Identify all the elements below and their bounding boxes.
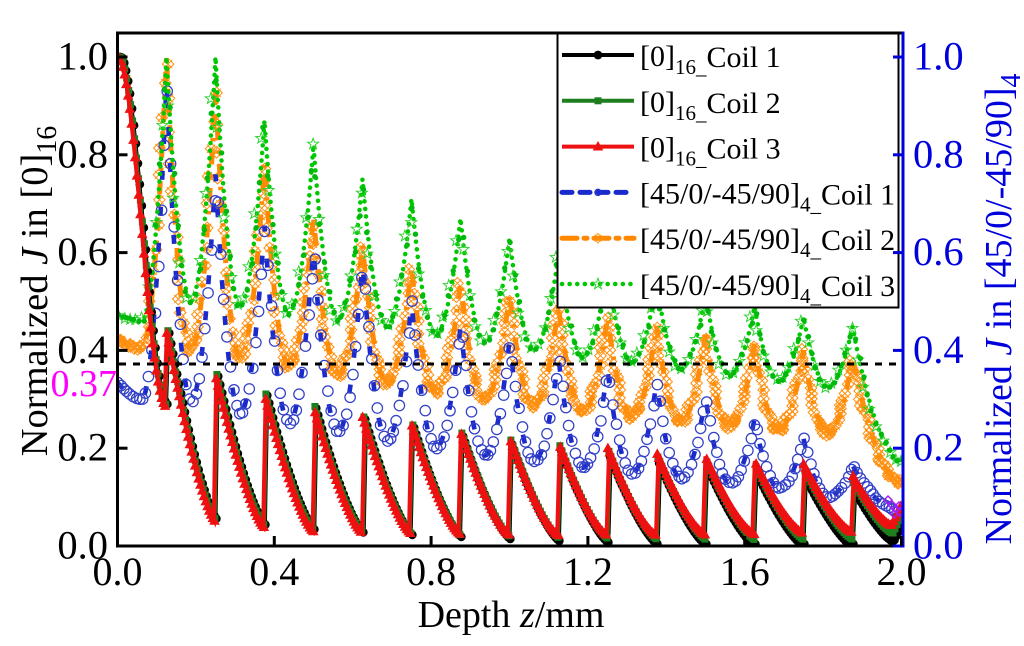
svg-text:0.8: 0.8 [913, 131, 964, 176]
svg-text:1.0: 1.0 [913, 34, 964, 79]
svg-text:0.8: 0.8 [57, 131, 108, 176]
svg-text:0.4: 0.4 [249, 549, 299, 594]
svg-text:[0]16_Coil 1: [0]16_Coil 1 [640, 40, 781, 79]
svg-text:0.0: 0.0 [913, 523, 964, 568]
svg-text:1.0: 1.0 [57, 34, 108, 79]
svg-text:0.4: 0.4 [913, 327, 964, 372]
svg-text:1.2: 1.2 [563, 549, 613, 594]
svg-text:1.6: 1.6 [720, 549, 770, 594]
svg-text:0.0: 0.0 [93, 549, 143, 594]
svg-text:[45/0/-45/90]4_Coil 2: [45/0/-45/90]4_Coil 2 [640, 223, 895, 262]
svg-text:[45/0/-45/90]4_Coil 3: [45/0/-45/90]4_Coil 3 [640, 269, 895, 308]
svg-text:[45/0/-45/90]4_Coil 1: [45/0/-45/90]4_Coil 1 [640, 177, 895, 216]
svg-text:Normalized J in [0]16: Normalized J in [0]16 [14, 126, 63, 457]
svg-text:0.6: 0.6 [913, 229, 964, 274]
svg-text:0.2: 0.2 [57, 425, 108, 470]
svg-text:Normalized J in [45/0/-45/90]4: Normalized J in [45/0/-45/90]4 [978, 74, 1024, 545]
svg-text:0.6: 0.6 [57, 229, 108, 274]
svg-text:0.37: 0.37 [51, 363, 118, 405]
svg-text:[0]16_Coil 3: [0]16_Coil 3 [640, 132, 781, 171]
svg-text:0.0: 0.0 [57, 523, 108, 568]
svg-text:2.0: 2.0 [877, 549, 927, 594]
svg-text:0.4: 0.4 [57, 327, 108, 372]
svg-text:0.2: 0.2 [913, 425, 964, 470]
svg-text:Depth z/mm: Depth z/mm [418, 594, 605, 636]
svg-text:[0]16_Coil 2: [0]16_Coil 2 [640, 86, 781, 125]
svg-text:0.8: 0.8 [406, 549, 456, 594]
